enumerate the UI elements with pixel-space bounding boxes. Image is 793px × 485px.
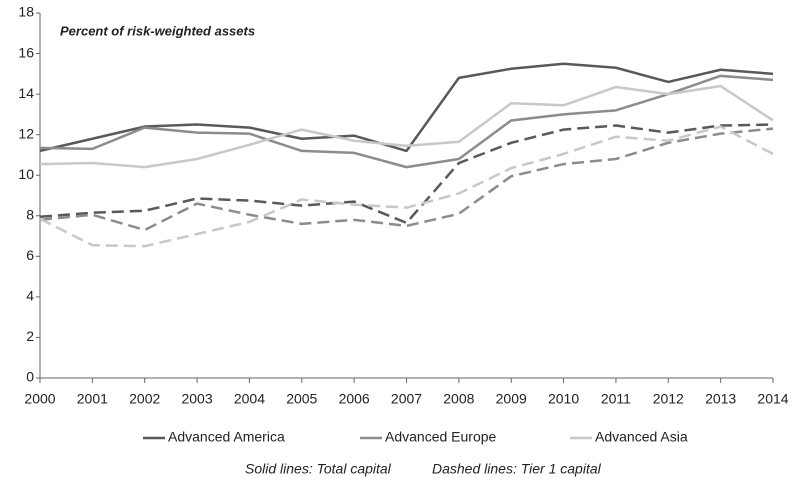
series-line [39,127,774,232]
annotation: Solid lines: Total capital [245,461,392,477]
series-line [39,74,774,169]
y-tick-label: 0 [26,369,34,385]
legend-label: Advanced Asia [595,429,688,445]
y-tick-label: 4 [26,288,34,304]
legend-label: Advanced Europe [385,429,497,445]
x-tick-label: 2013 [705,391,736,407]
y-tick-label: 12 [18,125,34,141]
x-tick-label: 2012 [653,391,684,407]
y-tick-label: 16 [18,44,34,60]
series-line [39,123,774,225]
series-line [39,84,774,169]
y-tick-label: 10 [18,166,34,182]
y-tick-label: 2 [26,328,34,344]
chart-title: Percent of risk-weighted assets [60,23,255,38]
x-tick-label: 2008 [443,391,474,407]
x-tick-label: 2009 [496,391,527,407]
series-line [39,125,774,248]
x-tick-label: 2001 [77,391,108,407]
y-tick-label: 8 [26,206,34,222]
x-tick-label: 2005 [286,391,317,407]
y-tick-label: 6 [26,247,34,263]
x-tick-label: 2000 [24,391,55,407]
annotation: Dashed lines: Tier 1 capital [432,461,602,477]
x-tick-label: 2010 [548,391,579,407]
x-tick-label: 2006 [339,391,370,407]
x-tick-label: 2011 [601,391,631,407]
y-tick-label: 18 [18,4,34,20]
legend-label: Advanced America [168,429,285,445]
x-tick-label: 2014 [757,391,788,407]
y-tick-label: 14 [18,85,34,101]
series-line [39,62,774,153]
x-tick-label: 2007 [391,391,422,407]
x-tick-label: 2003 [181,391,212,407]
x-tick-label: 2002 [129,391,160,407]
x-tick-label: 2004 [234,391,265,407]
